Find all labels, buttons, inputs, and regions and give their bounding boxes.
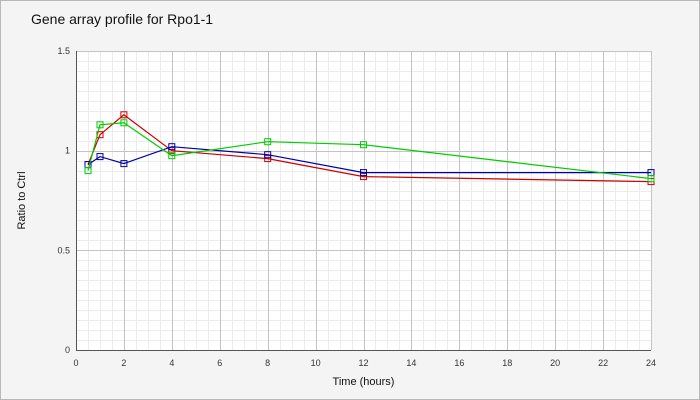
x-tick-label: 4 (169, 358, 174, 368)
data-point (120, 111, 128, 119)
x-tick-label: 18 (502, 358, 512, 368)
x-tick-label: 10 (311, 358, 321, 368)
data-point (120, 119, 128, 127)
data-point (168, 152, 176, 160)
series-line (87, 122, 652, 180)
data-point (360, 173, 367, 181)
series-line (87, 146, 651, 174)
series-3 (84, 119, 655, 183)
y-tick-label: 1.5 (57, 46, 70, 56)
data-point (360, 141, 367, 149)
data-point (647, 175, 655, 183)
data-point (168, 143, 176, 151)
series-line (87, 114, 652, 183)
series-2 (84, 143, 655, 177)
data-point (96, 153, 104, 161)
x-tick-label: 16 (454, 358, 464, 368)
data-point (264, 138, 272, 146)
x-tick-label: 12 (358, 358, 368, 368)
x-tick-label: 0 (73, 358, 78, 368)
data-point (96, 121, 104, 129)
x-tick-label: 6 (217, 358, 222, 368)
data-point (120, 160, 128, 168)
x-tick-label: 8 (265, 358, 270, 368)
x-tick-label: 22 (598, 358, 608, 368)
data-point (168, 147, 176, 155)
y-tick-label: 1 (65, 146, 70, 156)
data-point (264, 155, 272, 163)
y-tick-label: 0.5 (57, 245, 70, 255)
x-tick-label: 20 (550, 358, 560, 368)
chart-title: Gene array profile for Rpo1-1 (31, 11, 214, 27)
data-point (360, 169, 367, 177)
y-tick-label: 0 (65, 345, 70, 355)
x-axis-label: Time (hours) (333, 376, 395, 388)
y-axis-label: Ratio to Ctrl (16, 171, 28, 229)
x-tick-label: 14 (406, 358, 416, 368)
x-tick-label: 24 (646, 358, 656, 368)
data-point (84, 167, 92, 175)
series-1 (84, 111, 655, 186)
x-tick-label: 2 (121, 358, 126, 368)
data-point (264, 151, 272, 159)
